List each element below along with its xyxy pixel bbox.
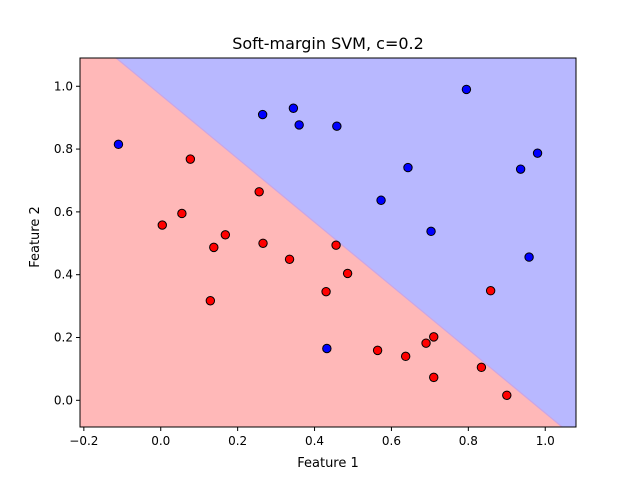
data-point bbox=[322, 343, 332, 354]
data-point bbox=[429, 372, 439, 383]
decision-region-red bbox=[80, 58, 563, 427]
x-tick-label: −0.2 bbox=[69, 434, 98, 448]
axes-frame bbox=[79, 57, 577, 428]
data-point bbox=[515, 164, 526, 174]
data-point bbox=[157, 220, 167, 230]
data-point bbox=[254, 187, 264, 197]
series-red bbox=[157, 154, 512, 400]
data-point bbox=[294, 120, 304, 130]
data-point bbox=[258, 238, 268, 248]
y-tick-label: 1.0 bbox=[54, 79, 73, 93]
data-point bbox=[113, 139, 124, 150]
data-point bbox=[461, 84, 472, 95]
data-point bbox=[421, 338, 431, 348]
data-point bbox=[400, 351, 411, 362]
y-tick-label: 0.6 bbox=[54, 205, 73, 219]
chart-title: Soft-margin SVM, c=0.2 bbox=[232, 34, 424, 53]
data-point bbox=[403, 162, 413, 173]
data-point bbox=[372, 345, 383, 356]
x-tick-label: 0.4 bbox=[305, 434, 324, 448]
y-tick-label: 0.0 bbox=[54, 393, 73, 407]
decision-region-blue bbox=[116, 58, 576, 427]
data-point bbox=[331, 240, 341, 250]
x-axis-label: Feature 1 bbox=[297, 456, 359, 471]
data-point bbox=[321, 286, 331, 297]
data-point bbox=[342, 268, 353, 279]
x-axis: −0.2 0.0 0.2 0.4 0.6 0.8 1.0 bbox=[69, 427, 555, 448]
data-point bbox=[205, 296, 216, 306]
data-point bbox=[502, 390, 512, 400]
x-tick-label: 0.0 bbox=[151, 434, 170, 448]
data-point bbox=[426, 226, 436, 237]
series-blue bbox=[113, 84, 543, 354]
y-tick-label: 0.4 bbox=[54, 268, 73, 282]
y-tick-label: 0.2 bbox=[54, 330, 73, 344]
x-tick-label: 1.0 bbox=[536, 434, 555, 448]
data-point bbox=[532, 148, 543, 158]
data-point bbox=[288, 103, 299, 113]
data-point bbox=[257, 109, 268, 120]
y-axis: 0.0 0.2 0.4 0.6 0.8 1.0 bbox=[54, 79, 80, 407]
x-tick-label: 0.8 bbox=[459, 434, 478, 448]
data-point bbox=[220, 230, 231, 240]
y-axis-label: Feature 2 bbox=[28, 206, 43, 268]
data-point bbox=[485, 286, 496, 296]
data-point bbox=[376, 195, 386, 205]
data-point bbox=[476, 362, 487, 373]
data-point bbox=[177, 208, 187, 219]
plot-area bbox=[79, 57, 577, 428]
data-point bbox=[209, 242, 219, 253]
data-point bbox=[429, 332, 439, 342]
data-point bbox=[524, 252, 534, 262]
x-tick-label: 0.2 bbox=[228, 434, 247, 448]
x-tick-label: 0.6 bbox=[382, 434, 401, 448]
y-tick-label: 0.8 bbox=[54, 142, 73, 156]
data-point bbox=[185, 154, 196, 164]
data-point bbox=[284, 254, 295, 265]
data-point bbox=[332, 121, 342, 131]
